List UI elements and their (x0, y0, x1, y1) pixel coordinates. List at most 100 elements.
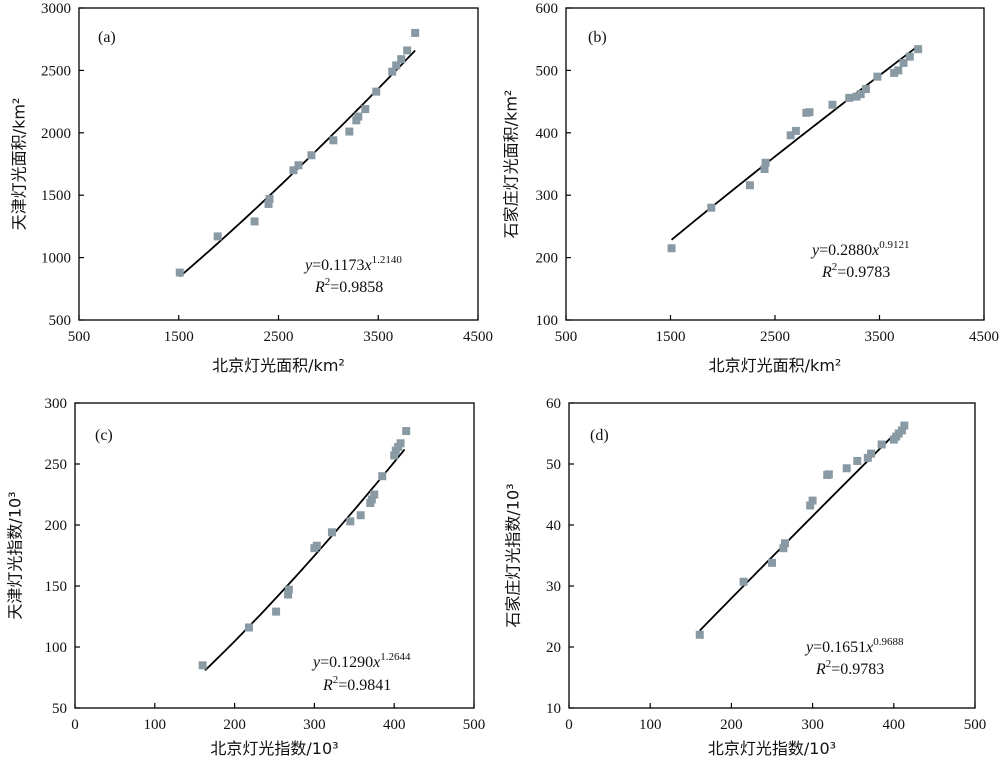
y-tick-label: 300 (536, 188, 559, 204)
x-tick-label: 500 (964, 717, 987, 733)
data-point (284, 590, 293, 599)
r-squared: R2=0.9783 (821, 261, 890, 281)
panel-label: (c) (95, 427, 113, 444)
x-axis-title: 北京灯光面积/km² (212, 356, 345, 375)
y-tick-label: 500 (49, 313, 72, 329)
data-point (403, 46, 412, 55)
data-point (264, 199, 273, 208)
data-point (397, 55, 406, 64)
x-tick-label: 400 (383, 717, 406, 733)
y-tick-label: 250 (45, 457, 68, 473)
data-point (327, 528, 336, 537)
data-point (845, 93, 854, 102)
x-tick-label: 300 (801, 717, 824, 733)
y-tick-label: 1500 (41, 188, 71, 204)
y-tick-label: 500 (536, 63, 559, 79)
data-point (877, 440, 886, 449)
r-squared: R2=0.9841 (322, 674, 391, 694)
data-point (390, 451, 399, 460)
x-tick-label: 500 (555, 329, 578, 345)
data-point (842, 464, 851, 473)
fit-line (204, 448, 406, 672)
data-point (863, 453, 872, 462)
plot-frame (78, 7, 479, 321)
y-axis-title: 石家庄灯光面积/km² (502, 90, 521, 239)
panel-label: (a) (98, 29, 116, 46)
y-tick-label: 200 (536, 251, 559, 267)
y-tick-label: 300 (45, 396, 68, 412)
panel-label: (d) (590, 427, 609, 444)
x-tick-label: 0 (565, 717, 573, 733)
chart-panel-d: 0 100 200 300 400 500 10 20 30 40 50 60 北京灯光指数/10³ 石家… (504, 396, 987, 758)
x-tick-label: 2500 (760, 329, 790, 345)
data-point (213, 232, 222, 241)
data-point (294, 161, 303, 170)
data-point (367, 495, 376, 504)
y-tick-label: 50 (546, 457, 561, 473)
data-point (899, 58, 908, 67)
y-tick-label: 30 (546, 579, 561, 595)
data-point (780, 539, 789, 548)
plot-frame (565, 7, 985, 321)
data-point (805, 108, 814, 117)
data-point (272, 607, 281, 616)
data-point (346, 517, 355, 526)
fit-equation: y=0.1290x1.2644 (311, 651, 411, 671)
data-point (897, 426, 906, 435)
data-point (856, 90, 865, 99)
y-tick-label: 3000 (41, 1, 71, 17)
data-point (378, 472, 387, 481)
x-axis-title: 北京灯光指数/10³ (210, 739, 338, 758)
data-point (779, 544, 788, 553)
data-point (900, 421, 909, 430)
y-tick-label: 200 (45, 518, 68, 534)
y-tick-label: 100 (536, 313, 559, 329)
x-tick-label: 0 (71, 717, 79, 733)
data-point (345, 127, 354, 136)
data-point (761, 158, 770, 167)
data-point (312, 541, 321, 550)
data-point (265, 194, 274, 203)
data-point (806, 501, 815, 510)
data-point (289, 166, 298, 175)
x-tick-label: 4500 (463, 329, 493, 345)
x-tick-label: 1500 (656, 329, 686, 345)
y-axis-title: 天津灯光指数/10³ (6, 491, 25, 619)
data-point (411, 28, 420, 37)
data-point (852, 92, 861, 101)
data-point (396, 439, 405, 448)
r-squared: R2=0.9858 (314, 276, 383, 296)
x-tick-label: 3500 (865, 329, 895, 345)
x-axis-title: 北京灯光指数/10³ (708, 739, 836, 758)
data-point (707, 203, 716, 212)
x-tick-label: 100 (144, 717, 167, 733)
data-point (284, 585, 293, 594)
data-point (198, 661, 207, 670)
data-point (356, 511, 365, 520)
data-point (853, 456, 862, 465)
data-point (873, 72, 882, 81)
data-point (867, 449, 876, 458)
data-point (392, 61, 401, 70)
data-point (828, 100, 837, 109)
data-point (791, 126, 800, 135)
fit-equation: y=0.1651x0.9688 (804, 636, 904, 656)
x-tick-label: 300 (303, 717, 326, 733)
data-point (175, 268, 184, 277)
chart-panel-a: 500 1500 2500 3500 4500 500 1000 1500 2000 2500 30… (10, 1, 494, 375)
y-tick-label: 60 (546, 396, 561, 412)
data-point (667, 244, 676, 253)
x-tick-label: 500 (463, 717, 486, 733)
fit-equation: y=0.1173x1.2140 (303, 254, 402, 274)
data-point (808, 496, 817, 505)
x-tick-label: 2500 (264, 329, 294, 345)
chart-panel-b: 500 1500 2500 3500 4500 100 200 300 400 500 600 北京灯… (502, 1, 1000, 375)
x-tick-label: 500 (68, 329, 91, 345)
data-point (250, 217, 259, 226)
data-point (244, 623, 253, 632)
data-point (890, 68, 899, 77)
y-tick-label: 50 (52, 701, 67, 717)
y-tick-label: 20 (546, 640, 561, 656)
data-point (739, 577, 748, 586)
data-point (894, 66, 903, 75)
